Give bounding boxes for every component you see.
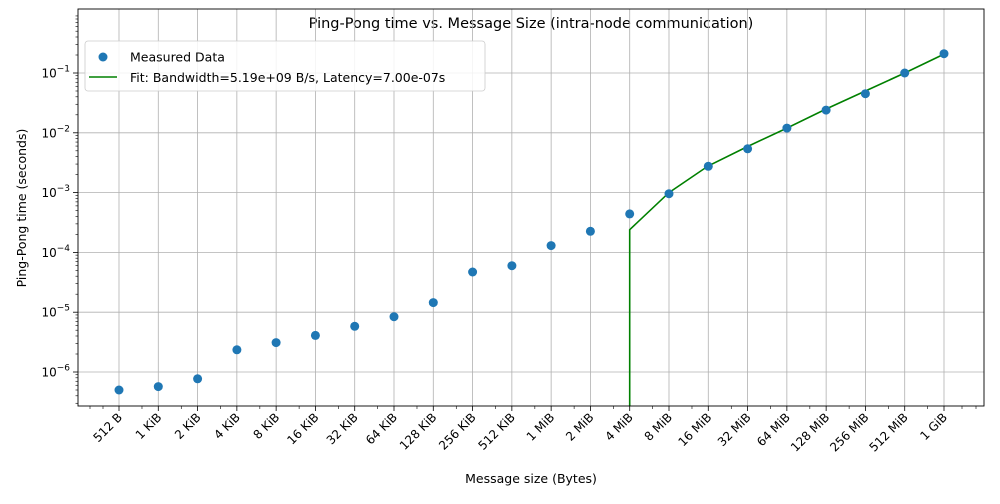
data-point [310,330,320,340]
y-tick-label: 10−4 [41,244,70,260]
data-point [939,49,949,59]
data-point [428,298,438,308]
data-point [821,105,831,115]
data-point [350,321,360,331]
data-point [625,209,635,219]
data-point [271,338,281,348]
legend-label-measured: Measured Data [130,50,225,65]
chart-title: Ping-Pong time vs. Message Size (intra-n… [309,16,754,32]
legend: Measured Data Fit: Bandwidth=5.19e+09 B/… [84,40,486,92]
data-point [585,226,595,236]
y-tick-label: 10−1 [41,65,70,81]
data-point [900,68,910,78]
data-point [664,189,674,199]
y-tick-label: 10−5 [41,304,70,320]
y-tick-label: 10−2 [41,124,70,140]
data-point [546,241,556,251]
legend-marker-measured [98,52,108,62]
y-tick-label: 10−3 [41,184,70,200]
data-point [860,89,870,99]
data-point [389,312,399,322]
legend-label-fit: Fit: Bandwidth=5.19e+09 B/s, Latency=7.0… [130,70,445,85]
data-point [193,374,203,384]
measured-data-series [114,49,949,395]
x-axis-label: Message size (Bytes) [465,471,597,486]
data-point [703,161,713,171]
y-axis-label: Ping-Pong time (seconds) [14,129,29,288]
data-point [782,123,792,133]
data-point [743,144,753,154]
data-point [468,267,478,277]
data-point [153,382,163,392]
legend-box [84,40,486,92]
fit-line [628,53,945,406]
y-tick-label: 10−6 [41,364,70,380]
data-point [507,261,517,271]
y-axis-ticks: 10−6 10−5 10−4 10−3 10−2 10−1 [41,15,78,404]
data-point [232,345,242,355]
fit-line-series [628,53,945,406]
plot-frame [77,8,985,407]
data-point [114,385,124,395]
